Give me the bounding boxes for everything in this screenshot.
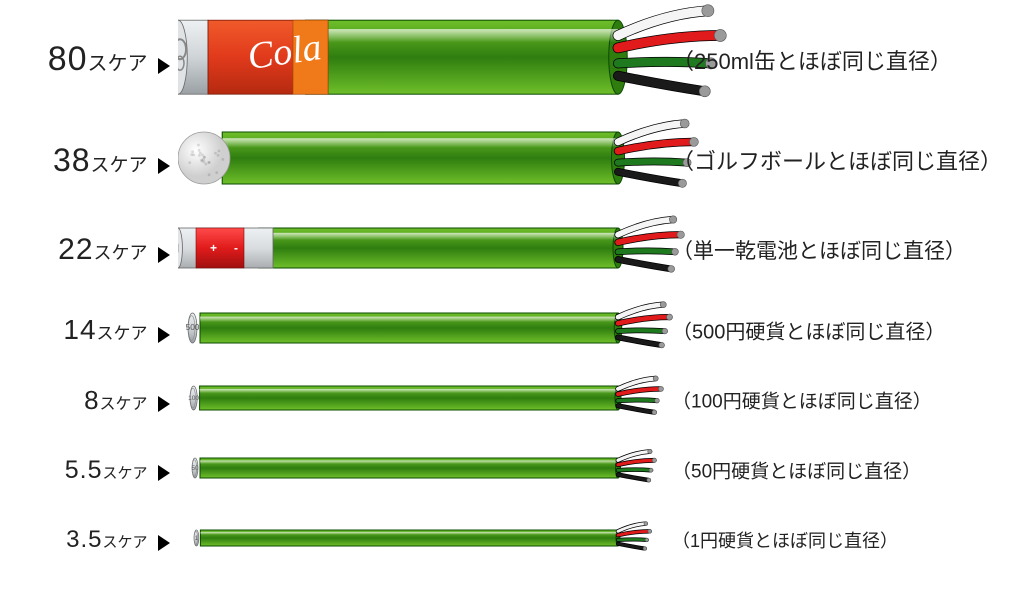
- size-label: 3.5スケア: [0, 526, 178, 554]
- cable-graphic: 500: [178, 293, 728, 368]
- size-label: 22スケア: [0, 233, 178, 267]
- size-number: 8: [84, 385, 99, 415]
- size-description: （ゴルフボールとほぼ同じ直径）: [660, 144, 1002, 176]
- size-description: （単一乾電池とほぼ同じ直径）: [660, 235, 966, 265]
- cable-row: 8スケア 100 （100円硬貨とほぼ同じ直径）: [0, 368, 1024, 432]
- arrow-icon: [158, 396, 170, 412]
- size-unit: スケア: [100, 396, 148, 413]
- size-description: （250ml缶とほぼ同じ直径）: [660, 44, 952, 76]
- size-description: （100円硬貨とほぼ同じ直径）: [660, 387, 932, 414]
- svg-text:500: 500: [186, 323, 200, 332]
- size-unit: スケア: [91, 155, 148, 176]
- arrow-icon: [158, 247, 170, 263]
- size-unit: スケア: [103, 465, 148, 482]
- cable-illustration: [178, 112, 728, 204]
- size-label: 5.5スケア: [0, 456, 178, 485]
- arrow-icon: [158, 465, 170, 481]
- svg-text:50: 50: [192, 466, 199, 472]
- size-description: （50円硬貨とほぼ同じ直径）: [660, 457, 921, 484]
- cable-graphic: Cola: [178, 0, 728, 122]
- size-number: 38: [53, 142, 91, 178]
- cable-graphic: +-: [178, 208, 728, 293]
- svg-text:+: +: [210, 241, 217, 255]
- cable-graphic: 1: [178, 510, 728, 571]
- cable-graphic: 100: [178, 366, 728, 435]
- size-label: 80スケア: [0, 40, 178, 79]
- size-unit: スケア: [88, 53, 148, 75]
- cable-row: 14スケア 500 （500円硬貨とほぼ同じ直径）: [0, 295, 1024, 365]
- size-number: 14: [63, 314, 96, 345]
- size-number: 3.5: [66, 526, 102, 553]
- cable-graphic: [178, 112, 728, 209]
- arrow-icon: [158, 327, 170, 343]
- size-description: （1円硬貨とほぼ同じ直径）: [660, 527, 898, 553]
- cable-illustration: Cola: [178, 0, 728, 117]
- svg-text:100: 100: [188, 395, 199, 402]
- cable-graphic: 50: [178, 438, 728, 503]
- size-unit: スケア: [97, 324, 148, 343]
- cable-illustration: 50: [178, 438, 728, 498]
- cable-illustration: 1: [178, 510, 728, 566]
- cable-illustration: 100: [178, 366, 728, 430]
- arrow-icon: [158, 58, 170, 74]
- size-label: 38スケア: [0, 142, 178, 179]
- size-number: 5.5: [65, 456, 103, 484]
- size-unit: スケア: [94, 243, 148, 263]
- size-number: 22: [58, 233, 93, 266]
- cable-row: 38スケア （ゴルフボールとほぼ同じ直径）: [0, 114, 1024, 206]
- size-label: 14スケア: [0, 314, 178, 346]
- size-number: 80: [48, 40, 88, 78]
- size-description: （500円硬貨とほぼ同じ直径）: [660, 316, 945, 345]
- size-label: 8スケア: [0, 385, 178, 416]
- svg-text:-: -: [234, 241, 238, 255]
- cable-illustration: +-: [178, 208, 728, 288]
- arrow-icon: [158, 158, 170, 174]
- cable-row: 5.5スケア 50 （50円硬貨とほぼ同じ直径）: [0, 440, 1024, 500]
- size-unit: スケア: [103, 534, 148, 551]
- cable-row: 3.5スケア 1（1円硬貨とほぼ同じ直径）: [0, 512, 1024, 568]
- cable-illustration: 500: [178, 293, 728, 363]
- cable-row: 22スケア +-（単一乾電池とほぼ同じ直径）: [0, 210, 1024, 290]
- arrow-icon: [158, 535, 170, 551]
- cable-row: 80スケア Cola（250ml缶とほぼ同じ直径）: [0, 1, 1024, 119]
- cable-size-diagram: 80スケア Cola（250ml缶とほぼ同じ直径）38スケア: [0, 0, 1024, 590]
